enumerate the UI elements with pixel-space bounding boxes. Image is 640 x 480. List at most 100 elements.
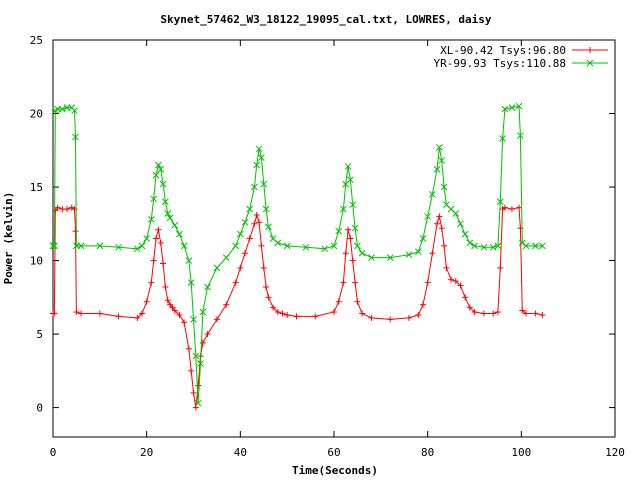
x-axis: 0 20 40 60 80 100 120: [50, 40, 625, 459]
data-point: [387, 316, 394, 323]
data-point: [532, 310, 539, 317]
series-yr: [49, 102, 546, 407]
data-point: [312, 313, 319, 320]
data-point: [134, 314, 141, 321]
data-point: [293, 313, 300, 320]
data-point: [265, 223, 272, 231]
data-point: [494, 242, 502, 250]
data-point: [148, 279, 155, 286]
data-point: [153, 235, 160, 242]
data-point: [499, 135, 506, 142]
data-point: [501, 105, 509, 113]
data-point: [368, 254, 375, 261]
data-point: [515, 102, 523, 110]
data-point: [466, 304, 473, 311]
data-point: [150, 257, 157, 264]
data-point: [159, 180, 167, 188]
data-point: [262, 205, 270, 213]
data-point: [331, 309, 337, 316]
data-point: [457, 220, 464, 228]
data-point: [480, 243, 488, 251]
data-point: [115, 313, 122, 320]
data-point: [462, 294, 469, 301]
legend-label: YR-99.93 Tsys:110.88: [434, 57, 566, 70]
data-point: [386, 254, 394, 261]
data-point: [368, 314, 375, 321]
data-point: [457, 282, 464, 289]
data-point: [349, 201, 357, 209]
data-point: [452, 210, 460, 217]
data-point: [352, 279, 359, 286]
data-point: [438, 157, 446, 164]
data-point: [68, 204, 75, 211]
data-point: [51, 310, 58, 317]
data-point: [523, 310, 530, 317]
data-point: [195, 382, 202, 389]
data-point: [241, 218, 249, 226]
data-point: [284, 311, 291, 318]
data-point: [471, 309, 478, 316]
data-point: [489, 243, 497, 251]
data-point: [424, 213, 432, 220]
data-point: [180, 242, 188, 250]
y-axis: 0 5 10 15 20 25: [30, 34, 615, 415]
data-point: [185, 345, 192, 352]
data-point: [419, 235, 427, 242]
data-point: [405, 314, 412, 321]
data-point: [194, 399, 202, 407]
data-point: [256, 219, 263, 226]
data-point: [59, 105, 66, 113]
data-point: [199, 339, 206, 346]
data-point: [344, 163, 352, 170]
x-axis-label: Time(Seconds): [292, 464, 378, 477]
data-point: [181, 319, 188, 326]
data-point: [166, 214, 174, 222]
data-point: [187, 279, 195, 286]
data-point: [419, 301, 426, 308]
data-point: [265, 294, 272, 301]
legend-marker: [586, 59, 594, 67]
data-point: [157, 166, 165, 173]
data-point: [424, 279, 431, 286]
series-xl: [50, 204, 546, 411]
data-point: [515, 204, 522, 211]
data-point: [258, 154, 265, 161]
data-point: [213, 264, 221, 272]
data-point: [321, 245, 328, 253]
data-point: [508, 206, 515, 213]
data-point: [176, 311, 183, 318]
data-point: [49, 242, 57, 250]
series-layer: [49, 102, 546, 411]
x-tick-label: 80: [421, 446, 434, 459]
data-point: [204, 331, 211, 338]
plot-frame: [52, 39, 616, 438]
series-line: [53, 105, 543, 404]
data-point: [461, 230, 469, 238]
data-point: [351, 224, 359, 232]
data-point: [496, 198, 504, 206]
data-point: [246, 205, 254, 213]
data-point: [78, 310, 85, 317]
data-point: [270, 304, 277, 311]
data-point: [96, 242, 104, 250]
data-point: [188, 367, 195, 374]
data-point: [490, 310, 497, 317]
data-point: [335, 227, 343, 235]
data-point: [438, 225, 445, 232]
data-point: [302, 243, 310, 251]
data-point: [71, 206, 78, 213]
data-point: [51, 242, 58, 250]
data-point: [253, 161, 261, 169]
data-point: [415, 311, 422, 318]
data-point: [340, 205, 347, 213]
data-point: [236, 230, 244, 238]
data-point: [274, 309, 281, 316]
data-point: [72, 228, 79, 235]
data-point: [539, 242, 546, 250]
data-point: [405, 251, 413, 259]
data-point: [164, 210, 172, 217]
data-point: [480, 310, 487, 317]
data-point: [204, 283, 211, 291]
data-point: [143, 235, 151, 242]
data-point: [448, 276, 455, 283]
